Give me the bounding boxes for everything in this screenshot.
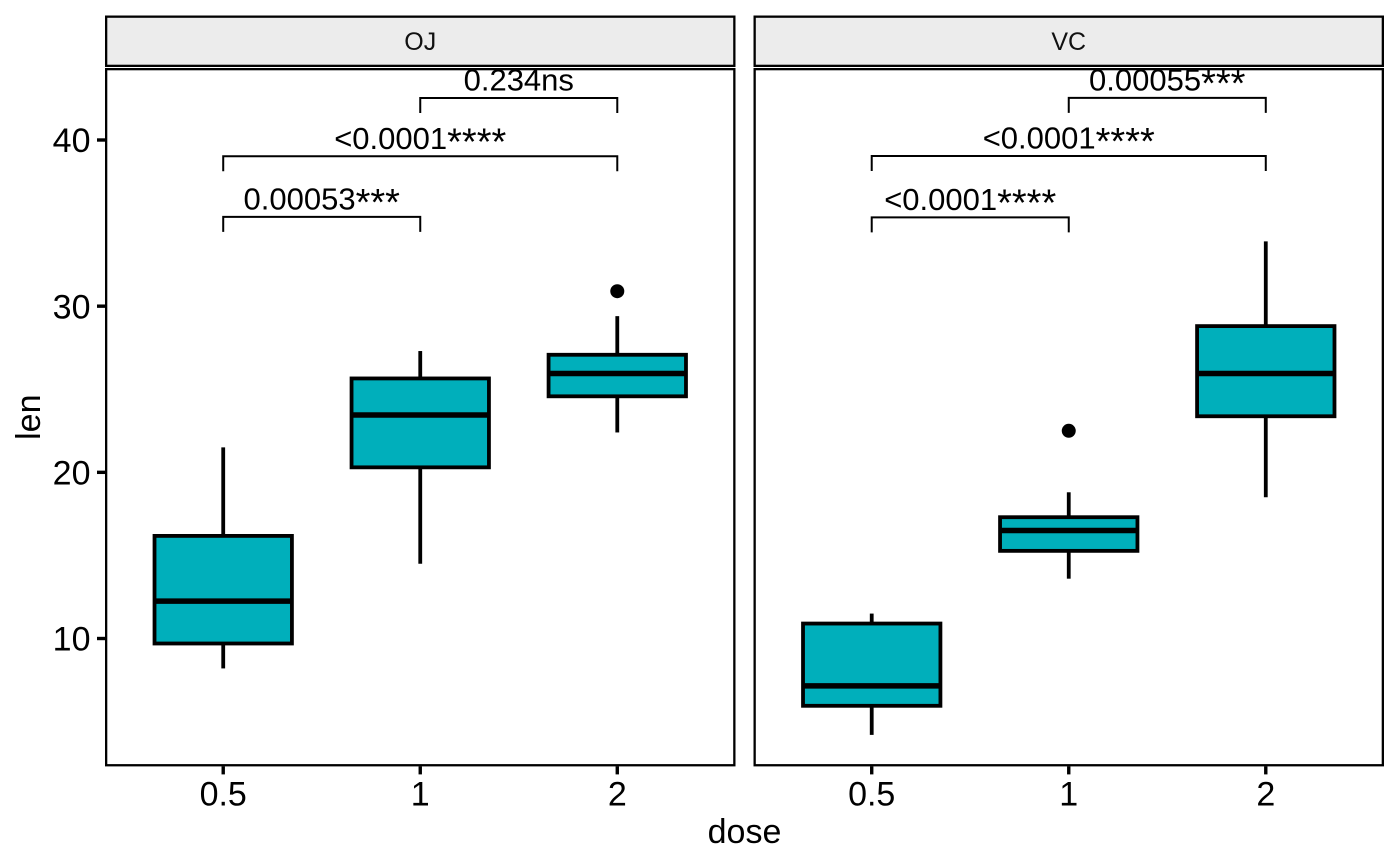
svg-text:1: 1 (411, 775, 430, 813)
svg-text:1: 1 (1059, 775, 1078, 813)
svg-text:0.5: 0.5 (200, 775, 247, 813)
svg-text:10: 10 (53, 621, 91, 659)
svg-text:0.5: 0.5 (848, 775, 895, 813)
svg-text:0.00053***: 0.00053*** (244, 182, 401, 225)
svg-text:0.234ns: 0.234ns (464, 63, 574, 98)
svg-text:2: 2 (608, 775, 627, 813)
svg-text:dose: dose (708, 813, 782, 851)
svg-text:len: len (10, 395, 48, 440)
svg-text:OJ: OJ (404, 28, 436, 56)
svg-text:2: 2 (1256, 775, 1275, 813)
svg-text:VC: VC (1051, 28, 1086, 56)
svg-text:30: 30 (53, 288, 91, 326)
svg-text:20: 20 (53, 455, 91, 493)
svg-text:40: 40 (53, 122, 91, 160)
